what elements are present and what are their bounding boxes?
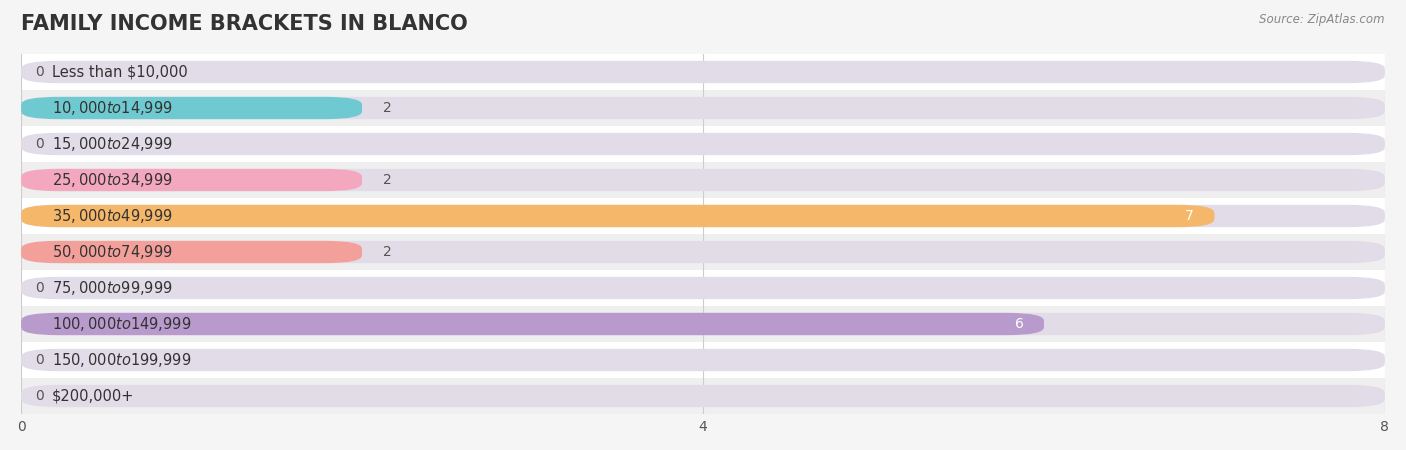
Text: Source: ZipAtlas.com: Source: ZipAtlas.com — [1260, 14, 1385, 27]
FancyBboxPatch shape — [21, 349, 1385, 371]
Text: $150,000 to $199,999: $150,000 to $199,999 — [52, 351, 191, 369]
FancyBboxPatch shape — [21, 169, 363, 191]
Bar — [21, 90, 1385, 126]
Text: $75,000 to $99,999: $75,000 to $99,999 — [52, 279, 173, 297]
Bar — [21, 270, 1385, 306]
FancyBboxPatch shape — [21, 133, 1385, 155]
Text: 0: 0 — [35, 353, 44, 367]
Bar — [21, 198, 1385, 234]
FancyBboxPatch shape — [21, 97, 363, 119]
Text: 7: 7 — [1185, 209, 1194, 223]
FancyBboxPatch shape — [21, 241, 1385, 263]
Text: 0: 0 — [35, 281, 44, 295]
Text: 0: 0 — [35, 389, 44, 403]
Bar — [21, 378, 1385, 414]
Text: 2: 2 — [382, 101, 391, 115]
Bar — [21, 54, 1385, 90]
FancyBboxPatch shape — [21, 313, 1045, 335]
Text: $10,000 to $14,999: $10,000 to $14,999 — [52, 99, 173, 117]
Text: $35,000 to $49,999: $35,000 to $49,999 — [52, 207, 173, 225]
Text: FAMILY INCOME BRACKETS IN BLANCO: FAMILY INCOME BRACKETS IN BLANCO — [21, 14, 468, 33]
Text: $100,000 to $149,999: $100,000 to $149,999 — [52, 315, 191, 333]
Text: $15,000 to $24,999: $15,000 to $24,999 — [52, 135, 173, 153]
Text: 2: 2 — [382, 245, 391, 259]
Bar — [21, 342, 1385, 378]
FancyBboxPatch shape — [21, 241, 363, 263]
FancyBboxPatch shape — [21, 313, 1385, 335]
Bar — [21, 162, 1385, 198]
Text: Less than $10,000: Less than $10,000 — [52, 64, 187, 80]
Bar — [21, 126, 1385, 162]
Text: 6: 6 — [1015, 317, 1024, 331]
FancyBboxPatch shape — [21, 277, 1385, 299]
FancyBboxPatch shape — [21, 205, 1215, 227]
Text: $25,000 to $34,999: $25,000 to $34,999 — [52, 171, 173, 189]
Text: 0: 0 — [35, 65, 44, 79]
Text: $50,000 to $74,999: $50,000 to $74,999 — [52, 243, 173, 261]
FancyBboxPatch shape — [21, 61, 1385, 83]
FancyBboxPatch shape — [21, 205, 1385, 227]
FancyBboxPatch shape — [21, 169, 1385, 191]
Bar — [21, 234, 1385, 270]
Text: 0: 0 — [35, 137, 44, 151]
Bar — [21, 306, 1385, 342]
Text: $200,000+: $200,000+ — [52, 388, 134, 404]
FancyBboxPatch shape — [21, 97, 1385, 119]
Text: 2: 2 — [382, 173, 391, 187]
FancyBboxPatch shape — [21, 385, 1385, 407]
